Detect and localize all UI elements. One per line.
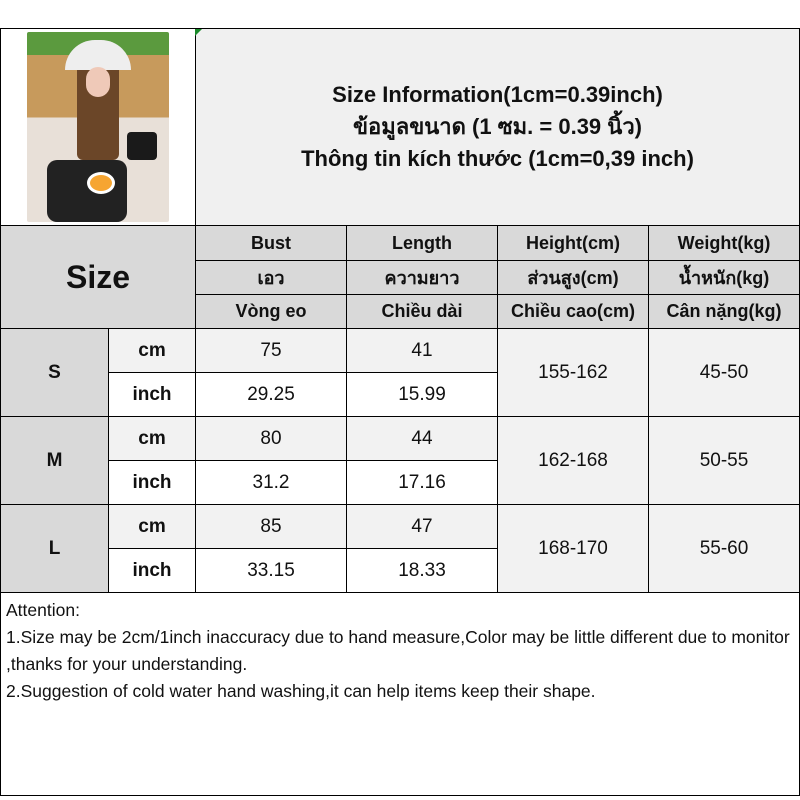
s-height: 155-162 (497, 328, 649, 417)
col-height-vi: Chiều cao(cm) (497, 294, 649, 329)
product-photo-cell (0, 28, 196, 226)
col-length-th: ความยาว (346, 260, 498, 295)
size-m: M (0, 416, 109, 505)
note-2: 2.Suggestion of cold water hand washing,… (6, 681, 596, 701)
col-weight-en: Weight(kg) (648, 225, 800, 261)
title-line-th: ข้อมูลขนาด (1 ซม. = 0.39 นิ้ว) (352, 114, 642, 139)
cell-comment-marker (195, 29, 202, 36)
unit-cm: cm (108, 416, 196, 461)
m-height: 162-168 (497, 416, 649, 505)
col-length-en: Length (346, 225, 498, 261)
l-bust-inch: 33.15 (195, 548, 347, 593)
m-length-cm: 44 (346, 416, 498, 461)
l-height: 168-170 (497, 504, 649, 593)
unit-cm: cm (108, 328, 196, 373)
notes-heading: Attention: (6, 600, 80, 620)
size-l: L (0, 504, 109, 593)
col-height-th: ส่วนสูง(cm) (497, 260, 649, 295)
l-length-inch: 18.33 (346, 548, 498, 593)
m-bust-inch: 31.2 (195, 460, 347, 505)
s-length-cm: 41 (346, 328, 498, 373)
col-bust-th: เอว (195, 260, 347, 295)
title-line-en: Size Information(1cm=0.39inch) (332, 82, 663, 107)
unit-inch: inch (108, 372, 196, 417)
col-height-en: Height(cm) (497, 225, 649, 261)
s-length-inch: 15.99 (346, 372, 498, 417)
col-bust-vi: Vòng eo (195, 294, 347, 329)
unit-cm: cm (108, 504, 196, 549)
col-weight-vi: Cân nặng(kg) (648, 294, 800, 329)
l-length-cm: 47 (346, 504, 498, 549)
unit-inch: inch (108, 548, 196, 593)
s-bust-inch: 29.25 (195, 372, 347, 417)
col-weight-th: น้ำหนัก(kg) (648, 260, 800, 295)
m-bust-cm: 80 (195, 416, 347, 461)
attention-notes: Attention: 1.Size may be 2cm/1inch inacc… (0, 592, 800, 796)
l-weight: 55-60 (648, 504, 800, 593)
unit-inch: inch (108, 460, 196, 505)
note-1: 1.Size may be 2cm/1inch inaccuracy due t… (6, 627, 790, 674)
s-bust-cm: 75 (195, 328, 347, 373)
s-weight: 45-50 (648, 328, 800, 417)
title-line-vi: Thông tin kích thước (1cm=0,39 inch) (301, 146, 694, 171)
l-bust-cm: 85 (195, 504, 347, 549)
size-s: S (0, 328, 109, 417)
col-bust-en: Bust (195, 225, 347, 261)
size-info-title: Size Information(1cm=0.39inch) ข้อมูลขนา… (195, 28, 800, 226)
size-header: Size (0, 225, 196, 329)
m-weight: 50-55 (648, 416, 800, 505)
col-length-vi: Chiều dài (346, 294, 498, 329)
m-length-inch: 17.16 (346, 460, 498, 505)
product-photo (27, 32, 169, 222)
